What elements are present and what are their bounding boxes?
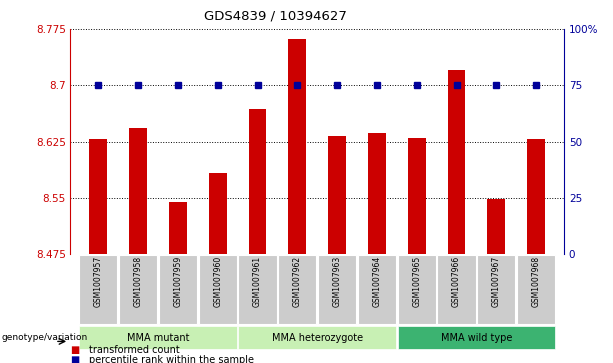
FancyBboxPatch shape	[278, 255, 316, 324]
Text: ■: ■	[70, 345, 80, 355]
Text: percentile rank within the sample: percentile rank within the sample	[89, 355, 254, 363]
Text: genotype/variation: genotype/variation	[1, 333, 88, 342]
Text: GSM1007959: GSM1007959	[173, 256, 183, 307]
Text: GSM1007958: GSM1007958	[134, 256, 143, 307]
Text: GSM1007960: GSM1007960	[213, 256, 223, 307]
FancyBboxPatch shape	[238, 326, 396, 349]
Text: GSM1007964: GSM1007964	[373, 256, 381, 307]
Bar	[169, 202, 187, 254]
Bar	[209, 173, 227, 254]
Bar	[249, 109, 267, 254]
FancyBboxPatch shape	[238, 255, 276, 324]
Text: GSM1007963: GSM1007963	[333, 256, 341, 307]
Text: GSM1007968: GSM1007968	[531, 256, 541, 307]
FancyBboxPatch shape	[438, 255, 476, 324]
Text: MMA wild type: MMA wild type	[441, 333, 512, 343]
FancyBboxPatch shape	[318, 255, 356, 324]
FancyBboxPatch shape	[398, 326, 555, 349]
Text: GSM1007966: GSM1007966	[452, 256, 461, 307]
FancyBboxPatch shape	[159, 255, 197, 324]
Bar	[288, 39, 306, 254]
FancyBboxPatch shape	[398, 255, 436, 324]
FancyBboxPatch shape	[477, 255, 516, 324]
FancyBboxPatch shape	[517, 255, 555, 324]
Text: GSM1007965: GSM1007965	[412, 256, 421, 307]
Bar	[487, 199, 505, 254]
Bar	[89, 139, 107, 254]
Text: GDS4839 / 10394627: GDS4839 / 10394627	[204, 9, 348, 22]
Text: MMA heterozygote: MMA heterozygote	[272, 333, 363, 343]
Text: GSM1007962: GSM1007962	[293, 256, 302, 307]
FancyBboxPatch shape	[199, 255, 237, 324]
FancyBboxPatch shape	[79, 255, 118, 324]
Bar	[328, 136, 346, 254]
Text: transformed count: transformed count	[89, 345, 180, 355]
Text: GSM1007957: GSM1007957	[94, 256, 103, 307]
Text: MMA mutant: MMA mutant	[127, 333, 189, 343]
Text: GSM1007967: GSM1007967	[492, 256, 501, 307]
Bar	[129, 128, 147, 254]
Bar	[408, 138, 425, 254]
Text: GSM1007961: GSM1007961	[253, 256, 262, 307]
FancyBboxPatch shape	[79, 326, 237, 349]
Text: ■: ■	[70, 355, 80, 363]
FancyBboxPatch shape	[119, 255, 158, 324]
Bar	[368, 133, 386, 254]
Bar	[447, 70, 465, 254]
FancyBboxPatch shape	[358, 255, 396, 324]
Bar	[527, 139, 545, 254]
